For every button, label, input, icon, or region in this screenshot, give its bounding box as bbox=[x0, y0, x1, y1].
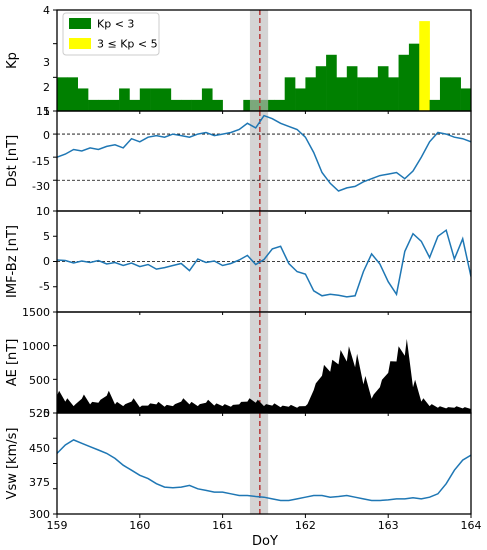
highlight-band bbox=[249, 312, 269, 413]
kp-bar bbox=[243, 99, 254, 111]
x-tick-label: 159 bbox=[47, 519, 68, 532]
kp-bar bbox=[336, 77, 348, 111]
y-tick-label: 15 bbox=[36, 105, 50, 118]
kp-bar bbox=[191, 99, 203, 111]
legend: Kp < 3 3 ≤ Kp < 5 bbox=[62, 12, 160, 56]
kp-bar bbox=[160, 88, 172, 111]
highlight-band bbox=[249, 111, 269, 211]
y-axis-label: IMF-Bz [nT] bbox=[5, 225, 20, 298]
panel-1: -30 -15 0 15 Dst [nT] bbox=[5, 105, 472, 214]
kp-bar bbox=[119, 88, 130, 111]
kp-bar bbox=[326, 54, 337, 111]
y-tick-label: 1500 bbox=[22, 306, 50, 319]
x-tick-label: 163 bbox=[378, 519, 399, 532]
kp-bar bbox=[419, 21, 430, 111]
kp-bar bbox=[315, 66, 327, 111]
kp-bar bbox=[274, 99, 285, 111]
series-line bbox=[57, 439, 471, 502]
y-tick-label: 1 bbox=[43, 105, 50, 118]
kp-bar bbox=[439, 77, 451, 111]
series-line bbox=[57, 114, 471, 192]
kp-bar bbox=[295, 88, 306, 111]
kp-bar bbox=[108, 99, 120, 111]
kp-bar bbox=[398, 54, 410, 111]
ae-area bbox=[57, 338, 471, 413]
x-tick-label: 160 bbox=[129, 519, 150, 532]
x-tick-label: 164 bbox=[461, 519, 482, 532]
kp-bar bbox=[139, 88, 151, 111]
kp-bar bbox=[67, 77, 78, 111]
kp-bar bbox=[88, 99, 99, 111]
panel-4: 300 375 450 525 Vsw [km/s] bbox=[5, 407, 472, 521]
panel-3: 0 500 1000 1500 AE [nT] bbox=[5, 306, 472, 420]
kp-bar bbox=[57, 77, 68, 111]
plot-area-2 bbox=[57, 211, 471, 312]
y-tick-label: -5 bbox=[39, 280, 50, 293]
highlight-band bbox=[249, 413, 269, 514]
y-tick-label: 0 bbox=[43, 129, 50, 142]
y-axis-label: Kp bbox=[5, 52, 20, 69]
kp-bar bbox=[129, 99, 141, 111]
y-tick-label: 0 bbox=[43, 255, 50, 268]
kp-bar bbox=[450, 77, 461, 111]
kp-bar bbox=[77, 88, 89, 111]
y-axis-label: Dst [nT] bbox=[5, 135, 20, 187]
kp-bar bbox=[264, 99, 275, 111]
plot-area-4 bbox=[57, 413, 471, 514]
y-axis-label: Vsw [km/s] bbox=[5, 428, 20, 500]
y-tick-label: -30 bbox=[32, 180, 50, 193]
plot-area-3 bbox=[57, 312, 471, 413]
series-line bbox=[57, 228, 471, 298]
kp-bar bbox=[284, 77, 296, 111]
kp-bar bbox=[181, 99, 192, 111]
y-tick-label: 5 bbox=[43, 230, 50, 243]
kp-bar bbox=[367, 77, 379, 111]
x-tick-label: 162 bbox=[295, 519, 316, 532]
kp-bar bbox=[170, 99, 182, 111]
y-tick-label: 500 bbox=[29, 374, 50, 387]
legend-label-low: Kp < 3 bbox=[97, 18, 134, 31]
legend-swatch-low bbox=[69, 18, 91, 29]
kp-bar bbox=[471, 100, 482, 111]
y-tick-label: 1000 bbox=[22, 340, 50, 353]
y-tick-label: 2 bbox=[43, 81, 50, 94]
kp-bar bbox=[201, 88, 213, 111]
kp-bar bbox=[377, 66, 389, 111]
kp-bar bbox=[305, 77, 317, 111]
panel-2: -5 0 5 10 IMF-Bz [nT] bbox=[5, 205, 472, 315]
kp-bar bbox=[98, 99, 110, 111]
kp-bar bbox=[388, 77, 399, 111]
kp-bar bbox=[429, 99, 441, 111]
x-axis-label: DoY bbox=[252, 534, 278, 549]
y-tick-label: 450 bbox=[29, 442, 50, 455]
x-tick-label: 161 bbox=[212, 519, 233, 532]
y-tick-label: -15 bbox=[32, 155, 50, 168]
plot-area-1 bbox=[57, 111, 471, 211]
panel-0: 1 2 3 4 Kp Kp < 3 3 ≤ Kp < 5 bbox=[5, 4, 482, 118]
y-tick-label: 300 bbox=[29, 508, 50, 521]
y-tick-label: 4 bbox=[43, 4, 50, 17]
y-tick-label: 525 bbox=[29, 407, 50, 420]
y-tick-label: 3 bbox=[43, 56, 50, 69]
kp-bar bbox=[346, 66, 358, 111]
kp-bar bbox=[460, 88, 471, 111]
plot-area-0 bbox=[57, 10, 482, 111]
legend-swatch-mid bbox=[69, 38, 91, 49]
kp-bar bbox=[357, 77, 368, 111]
kp-bar bbox=[150, 88, 161, 111]
legend-label-mid: 3 ≤ Kp < 5 bbox=[97, 38, 158, 51]
highlight-band bbox=[249, 10, 269, 111]
kp-bar bbox=[408, 43, 420, 111]
y-axis-label: AE [nT] bbox=[5, 339, 20, 387]
y-tick-label: 10 bbox=[36, 205, 50, 218]
y-tick-label: 0 bbox=[43, 407, 50, 420]
kp-bar bbox=[212, 99, 223, 111]
y-tick-label: 375 bbox=[29, 476, 50, 489]
